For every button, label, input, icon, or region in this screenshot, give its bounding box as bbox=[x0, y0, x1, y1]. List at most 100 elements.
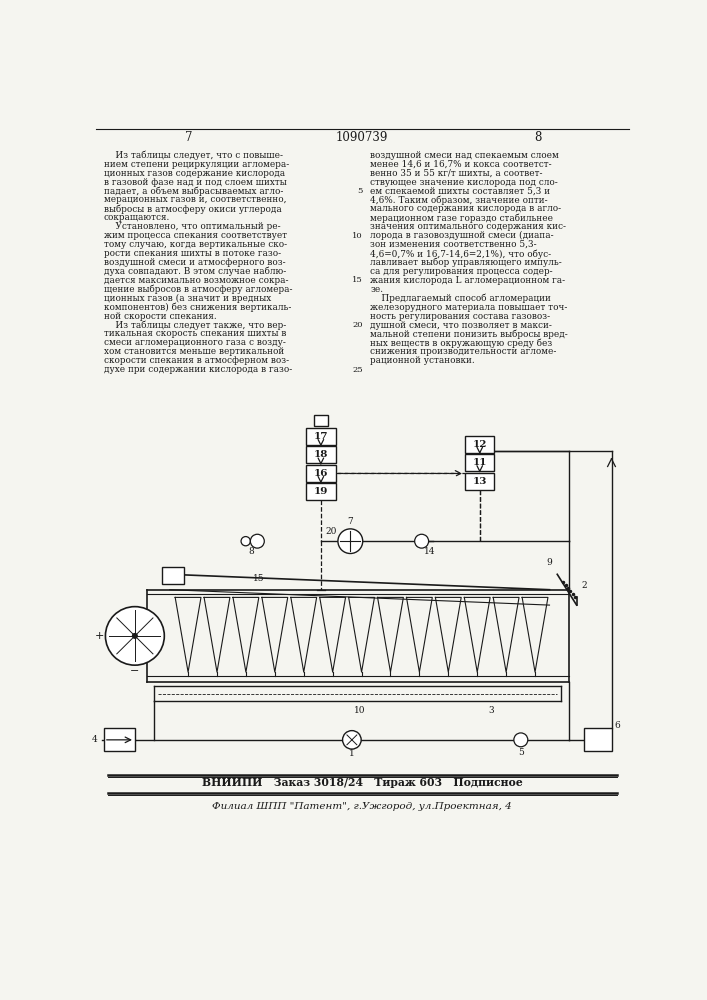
Text: Филиал ШПП "Патент", г.Ужгород, ул.Проектная, 4: Филиал ШПП "Патент", г.Ужгород, ул.Проек… bbox=[212, 802, 512, 811]
Text: хом становится меньше вертикальной: хом становится меньше вертикальной bbox=[104, 347, 284, 356]
Text: 6: 6 bbox=[615, 721, 621, 730]
Text: рационной установки.: рационной установки. bbox=[370, 356, 475, 365]
Text: 11: 11 bbox=[472, 458, 487, 467]
Circle shape bbox=[132, 634, 137, 638]
Text: сокращаются.: сокращаются. bbox=[104, 213, 170, 222]
Circle shape bbox=[514, 733, 528, 747]
Text: жим процесса спекания соответствует: жим процесса спекания соответствует bbox=[104, 231, 287, 240]
Text: лавливает выбор управляющего импуль-: лавливает выбор управляющего импуль- bbox=[370, 258, 562, 267]
Text: 1090739: 1090739 bbox=[336, 131, 388, 144]
Text: тому случаю, когда вертикальные ско-: тому случаю, когда вертикальные ско- bbox=[104, 240, 287, 249]
Bar bbox=[306, 428, 336, 445]
Text: 18: 18 bbox=[314, 450, 328, 459]
Text: тикальная скорость спекания шихты в: тикальная скорость спекания шихты в bbox=[104, 329, 286, 338]
Text: са для регулирования процесса содер-: са для регулирования процесса содер- bbox=[370, 267, 553, 276]
Text: воздушной смеси и атмосферного воз-: воздушной смеси и атмосферного воз- bbox=[104, 258, 286, 267]
Text: падает, а объем выбрасываемых агло-: падает, а объем выбрасываемых агло- bbox=[104, 187, 284, 196]
Text: 7: 7 bbox=[347, 517, 354, 526]
Text: 4,6=0,7% и 16,7-14,6=2,1%), что обус-: 4,6=0,7% и 16,7-14,6=2,1%), что обус- bbox=[370, 249, 551, 259]
Text: железорудного материала повышает точ-: железорудного материала повышает точ- bbox=[370, 303, 568, 312]
Bar bbox=[306, 483, 336, 500]
Text: Из таблицы следует также, что вер-: Из таблицы следует также, что вер- bbox=[104, 321, 286, 330]
Text: дается максимально возможное сокра-: дается максимально возможное сокра- bbox=[104, 276, 288, 285]
Text: 8: 8 bbox=[248, 547, 254, 556]
Text: мальной степени понизить выбросы вред-: мальной степени понизить выбросы вред- bbox=[370, 329, 568, 339]
Bar bbox=[465, 454, 494, 471]
Text: Из таблицы следует, что с повыше-: Из таблицы следует, что с повыше- bbox=[104, 151, 283, 160]
Text: мерационном газе гораздо стабильнее: мерационном газе гораздо стабильнее bbox=[370, 213, 554, 223]
Text: ной скорости спекания.: ной скорости спекания. bbox=[104, 312, 216, 321]
Text: 15: 15 bbox=[253, 574, 264, 583]
Text: Предлагаемый способ агломерации: Предлагаемый способ агломерации bbox=[370, 294, 551, 303]
Text: ционных газов (а значит и вредных: ционных газов (а значит и вредных bbox=[104, 294, 271, 303]
Text: 10: 10 bbox=[354, 706, 366, 715]
Text: 16: 16 bbox=[314, 469, 328, 478]
Text: жания кислорода L агломерационном га-: жания кислорода L агломерационном га- bbox=[370, 276, 566, 285]
Text: менее 14,6 и 16,7% и кокса соответст-: менее 14,6 и 16,7% и кокса соответст- bbox=[370, 160, 552, 169]
Bar bbox=[465, 473, 494, 490]
Circle shape bbox=[105, 607, 164, 665]
Text: зон изменения соответственно 5,3-: зон изменения соответственно 5,3- bbox=[370, 240, 537, 249]
Text: 17: 17 bbox=[314, 432, 328, 441]
Text: 4: 4 bbox=[92, 735, 98, 744]
Text: смеси агломерационного газа с возду-: смеси агломерационного газа с возду- bbox=[104, 338, 286, 347]
Text: духа совпадают. В этом случае наблю-: духа совпадают. В этом случае наблю- bbox=[104, 267, 286, 276]
Text: ствующее значение кислорода под сло-: ствующее значение кислорода под сло- bbox=[370, 178, 559, 187]
Text: снижения производительности агломе-: снижения производительности агломе- bbox=[370, 347, 557, 356]
Text: 12: 12 bbox=[472, 440, 487, 449]
Circle shape bbox=[414, 534, 428, 548]
Text: 5: 5 bbox=[518, 748, 524, 757]
Bar bbox=[306, 446, 336, 463]
Bar bbox=[162, 567, 184, 584]
Text: мерационных газов и, соответственно,: мерационных газов и, соответственно, bbox=[104, 195, 286, 204]
Bar bbox=[465, 436, 494, 453]
Text: выбросы в атмосферу окиси углерода: выбросы в атмосферу окиси углерода bbox=[104, 204, 281, 214]
Text: 10: 10 bbox=[352, 232, 363, 240]
Text: скорости спекания в атмосферном воз-: скорости спекания в атмосферном воз- bbox=[104, 356, 289, 365]
Text: духе при содержании кислорода в газо-: духе при содержании кислорода в газо- bbox=[104, 365, 292, 374]
Text: 9: 9 bbox=[547, 558, 552, 567]
Text: компонентов) без снижения вертикаль-: компонентов) без снижения вертикаль- bbox=[104, 303, 291, 312]
Text: щение выбросов в атмосферу агломера-: щение выбросов в атмосферу агломера- bbox=[104, 285, 293, 294]
Text: 13: 13 bbox=[472, 477, 487, 486]
Text: нием степени рециркуляции агломера-: нием степени рециркуляции агломера- bbox=[104, 160, 289, 169]
Text: ем спекаемой шихты составляет 5,3 и: ем спекаемой шихты составляет 5,3 и bbox=[370, 187, 551, 196]
Text: 7: 7 bbox=[185, 131, 193, 144]
Text: 1: 1 bbox=[349, 749, 355, 758]
Circle shape bbox=[343, 731, 361, 749]
Circle shape bbox=[250, 534, 264, 548]
Text: 19: 19 bbox=[314, 487, 328, 496]
Text: зе.: зе. bbox=[370, 285, 384, 294]
Text: ных веществ в окружающую среду без: ных веществ в окружающую среду без bbox=[370, 338, 553, 348]
Text: +: + bbox=[95, 631, 104, 641]
Bar bbox=[306, 465, 336, 482]
Text: воздушной смеси над спекаемым слоем: воздушной смеси над спекаемым слоем bbox=[370, 151, 559, 160]
Text: рости спекания шихты в потоке газо-: рости спекания шихты в потоке газо- bbox=[104, 249, 281, 258]
Text: 5: 5 bbox=[357, 187, 363, 195]
Text: ционных газов содержание кислорода: ционных газов содержание кислорода bbox=[104, 169, 285, 178]
Text: 8: 8 bbox=[534, 131, 542, 144]
Text: 2: 2 bbox=[582, 581, 588, 590]
Bar bbox=[585, 728, 612, 751]
Text: 20: 20 bbox=[352, 321, 363, 329]
Text: ность регулирования состава газовоз-: ность регулирования состава газовоз- bbox=[370, 312, 551, 321]
Text: лорода в газовоздушной смеси (диапа-: лорода в газовоздушной смеси (диапа- bbox=[370, 231, 554, 240]
Circle shape bbox=[338, 529, 363, 554]
Text: −: − bbox=[130, 666, 139, 676]
Text: Установлено, что оптимальный ре-: Установлено, что оптимальный ре- bbox=[104, 222, 281, 231]
Text: 25: 25 bbox=[352, 366, 363, 374]
Text: значения оптимального содержания кис-: значения оптимального содержания кис- bbox=[370, 222, 566, 231]
Text: 14: 14 bbox=[423, 547, 435, 556]
Text: мального содержания кислорода в агло-: мального содержания кислорода в агло- bbox=[370, 204, 561, 213]
Circle shape bbox=[241, 537, 250, 546]
Text: 20: 20 bbox=[325, 527, 337, 536]
Text: 4,6%. Таким образом, значение опти-: 4,6%. Таким образом, значение опти- bbox=[370, 195, 548, 205]
Text: в газовой фазе над и под слоем шихты: в газовой фазе над и под слоем шихты bbox=[104, 178, 286, 187]
Text: ВНИИПИ   Заказ 3018/24   Тираж 603   Подписное: ВНИИПИ Заказ 3018/24 Тираж 603 Подписное bbox=[201, 777, 522, 788]
Bar bbox=[314, 415, 328, 426]
Text: венно 35 и 55 кг/т шихты, а соответ-: венно 35 и 55 кг/т шихты, а соответ- bbox=[370, 169, 543, 178]
Text: 3: 3 bbox=[489, 706, 494, 715]
Text: 15: 15 bbox=[352, 276, 363, 284]
Bar bbox=[104, 728, 135, 751]
Text: душной смеси, что позволяет в макси-: душной смеси, что позволяет в макси- bbox=[370, 321, 552, 330]
